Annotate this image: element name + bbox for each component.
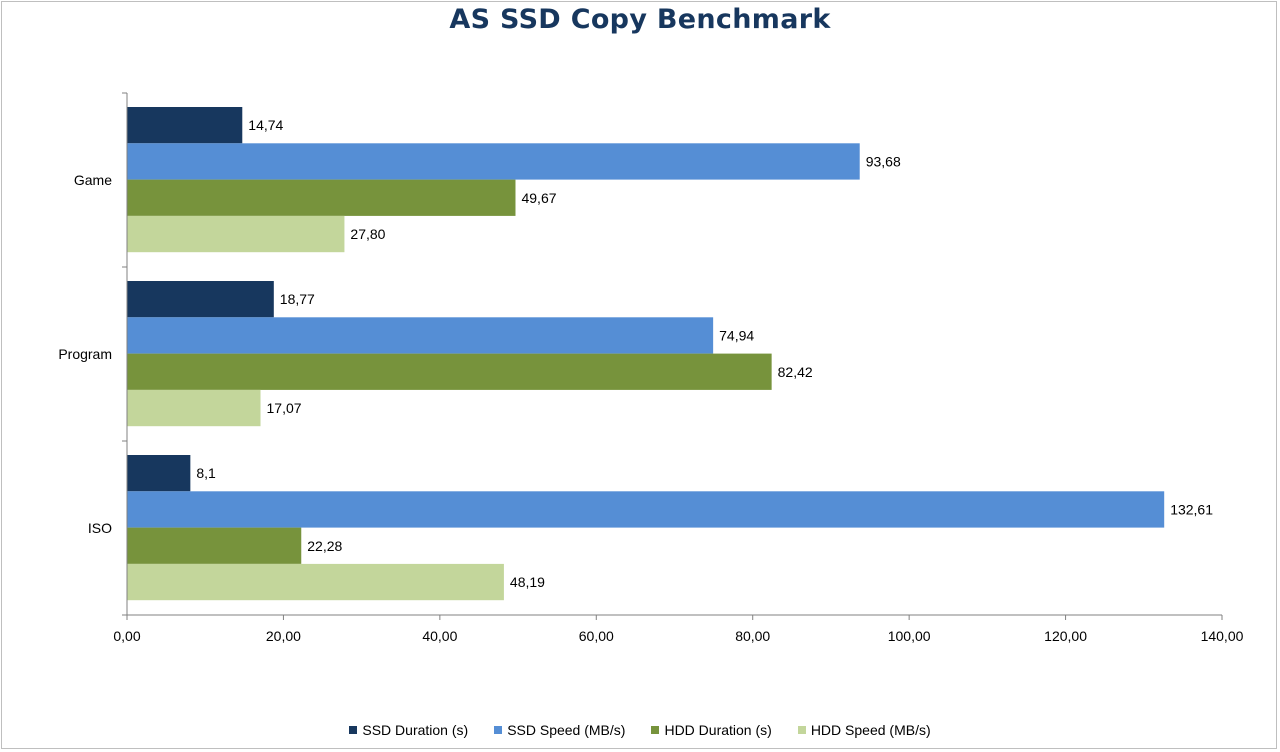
x-tick-label: 40,00 — [422, 628, 457, 644]
bar-program-series-0 — [127, 281, 274, 318]
x-tick-label: 60,00 — [579, 628, 614, 644]
x-tick-label: 20,00 — [266, 628, 301, 644]
bar-iso-series-3 — [127, 563, 504, 601]
legend-label: SSD Speed (MB/s) — [507, 722, 626, 738]
data-label: 18,77 — [280, 291, 315, 307]
legend-swatch — [494, 726, 503, 734]
data-label: 17,07 — [267, 400, 302, 416]
bar-game-series-3 — [127, 215, 345, 253]
legend-item: SSD Duration (s) — [349, 722, 468, 738]
bar-iso-series-2 — [127, 527, 302, 564]
data-label: 48,19 — [510, 574, 545, 590]
bar-game-series-2 — [127, 179, 516, 216]
legend-swatch — [797, 726, 806, 734]
data-label: 14,74 — [248, 117, 283, 133]
x-tick-label: 0,00 — [113, 628, 140, 644]
category-label: ISO — [88, 520, 112, 536]
chart-legend: SSD Duration (s) SSD Speed (MB/s) HDD Dura… — [0, 722, 1280, 738]
data-label: 27,80 — [350, 226, 385, 242]
legend-swatch — [651, 726, 660, 734]
data-label: 8,1 — [196, 465, 216, 481]
data-label: 82,42 — [778, 364, 813, 380]
bar-program-series-3 — [127, 389, 261, 427]
bar-game-series-1 — [127, 143, 860, 180]
data-label: 49,67 — [521, 190, 556, 206]
bar-iso-series-0 — [127, 455, 191, 492]
category-label: Program — [58, 346, 112, 362]
data-label: 93,68 — [866, 153, 901, 169]
bar-iso-series-1 — [127, 491, 1165, 528]
bar-game-series-0 — [127, 107, 243, 144]
x-tick-label: 100,00 — [888, 628, 931, 644]
legend-label: SSD Duration (s) — [362, 722, 469, 738]
bar-program-series-2 — [127, 353, 772, 390]
bar-program-series-1 — [127, 317, 714, 354]
legend-label: HDD Speed (MB/s) — [810, 722, 931, 738]
data-label: 74,94 — [719, 327, 754, 343]
x-tick-label: 140,00 — [1201, 628, 1244, 644]
legend-item: SSD Speed (MB/s) — [494, 722, 625, 738]
category-label: Game — [74, 172, 112, 188]
legend-item: HDD Duration (s) — [651, 722, 772, 738]
x-tick-label: 80,00 — [735, 628, 770, 644]
chart-title: AS SSD Copy Benchmark — [449, 4, 831, 35]
legend-swatch — [349, 726, 358, 734]
legend-item: HDD Speed (MB/s) — [797, 722, 931, 738]
x-tick-label: 120,00 — [1044, 628, 1087, 644]
data-label: 22,28 — [307, 538, 342, 554]
legend-label: HDD Duration (s) — [664, 722, 772, 738]
data-label: 132,61 — [1170, 501, 1213, 517]
